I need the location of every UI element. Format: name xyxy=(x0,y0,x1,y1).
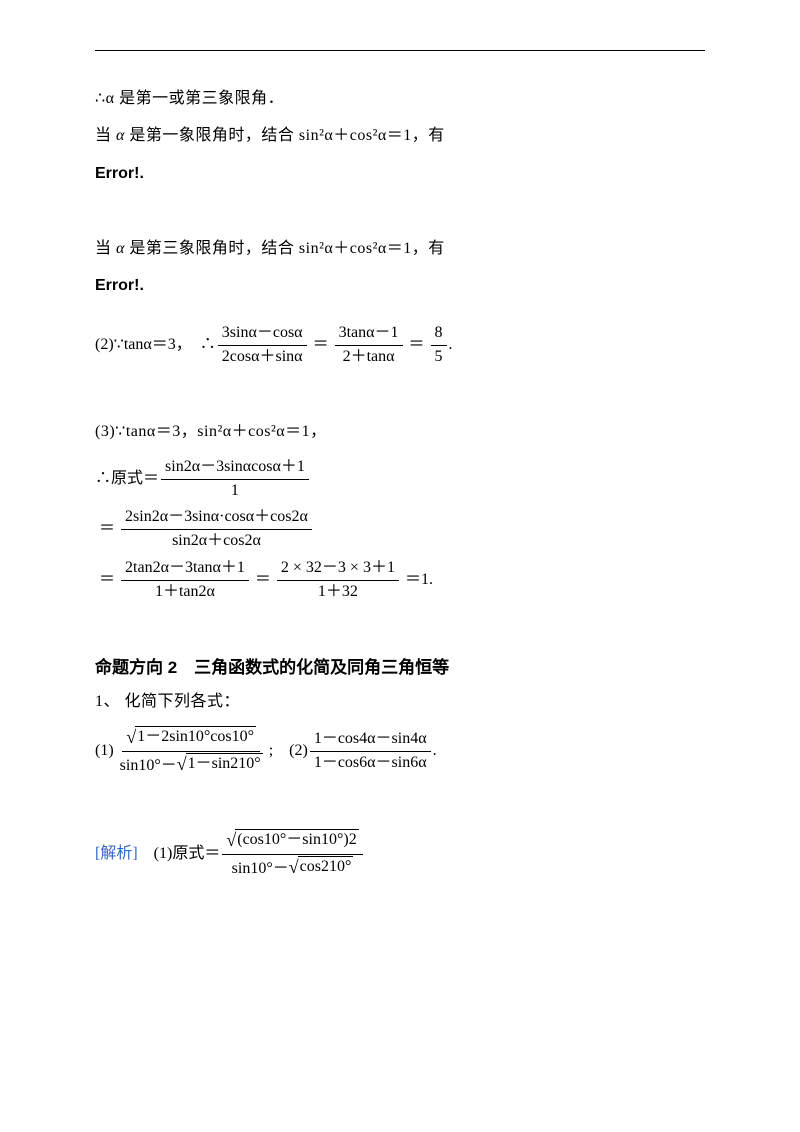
problems-row: (1) 1－2sin10°cos10° sin10°－1－sin210° ; (… xyxy=(95,726,705,777)
equals: ＝ xyxy=(99,519,115,540)
numerator: (cos10°－sin10°)2 xyxy=(222,829,362,855)
numerator: 8 xyxy=(431,323,447,346)
suffix: . xyxy=(433,741,437,762)
p1-prefix: (1) xyxy=(95,741,114,762)
equals: ＝ xyxy=(409,335,425,356)
text: 当 xyxy=(95,240,116,257)
section-heading: 三角函数式的化简及同角三角恒等 xyxy=(177,658,449,677)
text-line: 当 α 是第一象限角时，结合 sin²α＋cos²α＝1，有 xyxy=(95,118,705,155)
var: α xyxy=(116,127,125,144)
denominator: 2＋tanα xyxy=(339,346,399,368)
equation-3-line3: ＝ 2sin2α－3sinα·cosα＋cos2α sin2α＋cos2α xyxy=(95,507,705,552)
fraction: 8 5 xyxy=(431,323,447,368)
fraction: 2 × 32－3 × 3＋1 1＋32 xyxy=(277,558,399,603)
section-label: 命题方向 2 xyxy=(95,658,177,677)
text-line: 1、 化简下列各式： xyxy=(95,684,705,721)
prefix: ∴原式＝ xyxy=(95,469,159,490)
denominator: 5 xyxy=(431,346,447,368)
equals: ＝ xyxy=(99,570,115,591)
fraction: 3sinα－cosα 2cosα＋sinα xyxy=(218,323,307,368)
numerator: sin2α－3sinαcosα＋1 xyxy=(161,457,309,480)
denominator: 1－cos6α－sin6α xyxy=(310,752,431,774)
numerator: 2sin2α－3sinα·cosα＋cos2α xyxy=(121,507,312,530)
denominator: 2cosα＋sinα xyxy=(218,346,307,368)
sqrt-icon: (cos10°－sin10°)2 xyxy=(226,829,358,852)
sqrt-icon: 1－sin210° xyxy=(177,753,263,776)
sqrt-icon: 1－2sin10°cos10° xyxy=(126,726,256,749)
fraction: 1－cos4α－sin4α 1－cos6α－sin6α xyxy=(310,729,431,774)
fraction: 2tan2α－3tanα＋1 1＋tan2α xyxy=(121,558,249,603)
numerator: 2tan2α－3tanα＋1 xyxy=(121,558,249,581)
error-text: Error!. xyxy=(95,277,705,295)
text: ∴α 是第一或第三象限角． xyxy=(95,90,284,107)
text: (3)∵tanα＝3，sin²α＋cos²α＝1， xyxy=(95,423,327,440)
error-text: Error!. xyxy=(95,165,705,183)
fraction: (cos10°－sin10°)2 sin10°－cos210° xyxy=(222,829,362,880)
text: 是第一象限角时，结合 sin²α＋cos²α＝1，有 xyxy=(125,127,445,144)
fraction: 3tanα－1 2＋tanα xyxy=(335,323,403,368)
text: 1、 化简下列各式： xyxy=(95,693,240,710)
numerator: 3tanα－1 xyxy=(335,323,403,346)
sqrt-icon: cos210° xyxy=(289,856,354,879)
fraction: sin2α－3sinαcosα＋1 1 xyxy=(161,457,309,502)
denominator: sin10°－1－sin210° xyxy=(116,752,267,777)
denominator: 1 xyxy=(227,480,243,502)
solution-prefix: (1)原式＝ xyxy=(138,844,221,865)
numerator: 1－cos4α－sin4α xyxy=(310,729,431,752)
text-line: 当 α 是第三象限角时，结合 sin²α＋cos²α＝1，有 xyxy=(95,231,705,268)
horizontal-rule xyxy=(95,50,705,51)
section-title: 命题方向 2 三角函数式的化简及同角三角恒等 xyxy=(95,653,705,678)
text: 是第三象限角时，结合 sin²α＋cos²α＝1，有 xyxy=(125,240,445,257)
numerator: 2 × 32－3 × 3＋1 xyxy=(277,558,399,581)
text: 当 xyxy=(95,127,116,144)
equation-2: (2)∵tanα＝3， ∴ 3sinα－cosα 2cosα＋sinα ＝ 3t… xyxy=(95,323,705,368)
denominator: 1＋tan2α xyxy=(151,581,219,603)
denominator: 1＋32 xyxy=(314,581,362,603)
equation-3-line4: ＝ 2tan2α－3tanα＋1 1＋tan2α ＝ 2 × 32－3 × 3＋… xyxy=(95,558,705,603)
denominator: sin2α＋cos2α xyxy=(168,530,265,552)
equals: ＝ xyxy=(313,335,329,356)
var: α xyxy=(116,240,125,257)
numerator: 3sinα－cosα xyxy=(218,323,307,346)
separator: ; (2) xyxy=(269,741,308,762)
solution-row: [解析] (1)原式＝ (cos10°－sin10°)2 sin10°－cos2… xyxy=(95,829,705,880)
equation-3-line1: (3)∵tanα＝3，sin²α＋cos²α＝1， xyxy=(95,414,705,451)
denominator: sin10°－cos210° xyxy=(228,855,358,880)
equals: ＝ xyxy=(255,570,271,591)
suffix: ＝1. xyxy=(405,570,433,591)
numerator: 1－2sin10°cos10° xyxy=(122,726,260,752)
text-line: ∴α 是第一或第三象限角． xyxy=(95,81,705,118)
fraction: 1－2sin10°cos10° sin10°－1－sin210° xyxy=(116,726,267,777)
equation-3-line2: ∴原式＝ sin2α－3sinαcosα＋1 1 xyxy=(95,457,705,502)
suffix: . xyxy=(449,335,453,356)
solution-label: [解析] xyxy=(95,844,138,865)
prefix: (2)∵tanα＝3， ∴ xyxy=(95,335,216,356)
fraction: 2sin2α－3sinα·cosα＋cos2α sin2α＋cos2α xyxy=(121,507,312,552)
